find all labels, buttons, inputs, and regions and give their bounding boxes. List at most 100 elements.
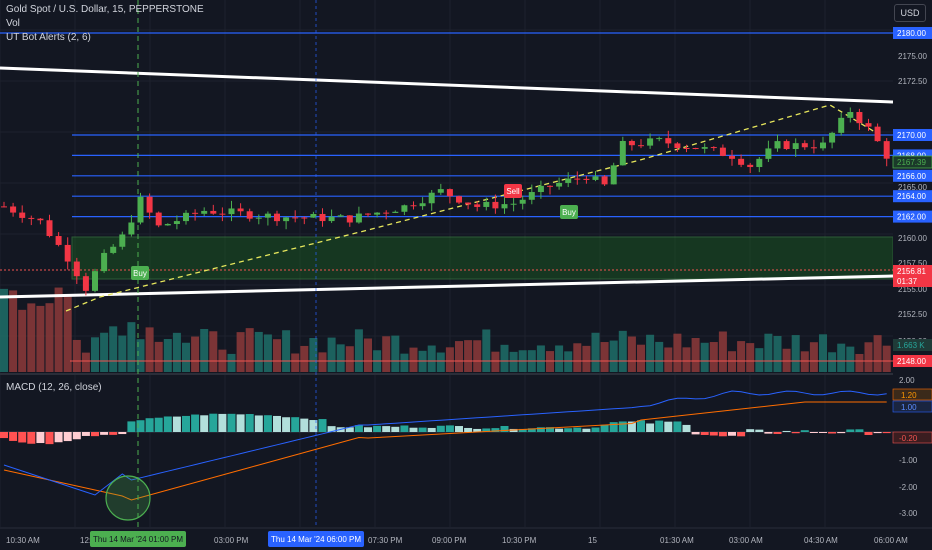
level-badge: 2170.00: [897, 131, 926, 140]
macd-histogram-bar: [873, 432, 882, 434]
macd-histogram-bar: [127, 421, 136, 432]
candle-body: [64, 244, 71, 262]
volume-bar: [819, 334, 827, 372]
candle-body: [783, 141, 790, 149]
volume-bar: [245, 328, 254, 372]
highlight-circle: [105, 475, 151, 521]
candle-body: [820, 142, 826, 149]
macd-axis-label: -1.00: [899, 456, 918, 465]
candle-body: [101, 252, 108, 272]
time-axis-label: 01:30 AM: [660, 536, 694, 545]
volume-bar: [445, 347, 454, 372]
volume-bar: [791, 335, 800, 372]
macd-histogram-bar: [373, 425, 382, 432]
volume-bar: [546, 351, 554, 372]
time-axis-label: 07:30 PM: [368, 536, 403, 545]
candle-body: [219, 213, 226, 215]
currency-button[interactable]: USD: [894, 4, 926, 22]
macd-histogram-bar: [791, 432, 800, 434]
macd-histogram-bar: [536, 427, 545, 432]
level-badge-bg: [893, 190, 932, 203]
macd-histogram-bar: [400, 425, 409, 432]
volume-value-label: 1.663 K: [897, 341, 925, 350]
volume-bar: [609, 340, 618, 372]
macd-signal-badge-bg: [892, 388, 932, 401]
price-levels: [0, 32, 893, 218]
candle-body: [28, 217, 35, 219]
candle-body: [847, 112, 854, 118]
volume-bar: [664, 347, 673, 372]
volume-bar: [882, 345, 891, 372]
macd-histogram-bar: [700, 432, 709, 435]
macd-histogram-bar: [564, 428, 573, 432]
time-axis: 10:30 AM 12:0 03:00 PM 07:30 PM 09:00 PM 10:3…: [0, 527, 932, 550]
macd-histogram-bar: [200, 415, 209, 432]
volume-bar: [27, 303, 36, 372]
candle-body: [164, 223, 171, 226]
crosshair-time-blue: Thu 14 Mar '24 06:00 PM: [271, 535, 361, 544]
volume-bar: [236, 332, 245, 372]
volume-legend[interactable]: Vol: [6, 18, 20, 29]
candle-body: [537, 185, 544, 193]
candle-body: [674, 143, 681, 148]
volume-bar: [427, 345, 436, 372]
candle-body: [446, 189, 453, 197]
candle-body: [410, 205, 417, 207]
volume-bar: [400, 353, 409, 372]
macd-histogram-bar: [600, 424, 609, 432]
macd-axis-label: -3.00: [899, 509, 918, 518]
candle-body: [274, 213, 280, 222]
volume-bar: [63, 296, 72, 372]
macd-histogram-bar: [691, 432, 700, 435]
candle-body: [255, 217, 262, 219]
macd-histogram-bar: [63, 432, 72, 442]
volume-bar: [455, 341, 463, 372]
macd-histogram-bar: [500, 426, 509, 432]
volume-bar: [500, 344, 509, 372]
volume-bar: [582, 345, 591, 372]
macd-histogram-bar: [364, 427, 372, 432]
candle-body: [601, 176, 608, 185]
candle-body: [292, 217, 299, 219]
macd-histogram-bar: [800, 430, 809, 432]
volume-bar: [136, 339, 145, 372]
macd-pane: [0, 390, 893, 521]
candle-body: [401, 205, 408, 212]
macd-histogram-bar: [746, 429, 755, 432]
macd-legend[interactable]: MACD (12, 26, close): [6, 382, 102, 393]
macd-histogram-bar: [427, 427, 436, 432]
candle-body: [383, 212, 390, 214]
candle-body: [146, 196, 153, 213]
volume-bar: [300, 345, 309, 372]
volume-bar: [409, 347, 418, 372]
macd-histogram-bar: [354, 425, 363, 432]
macd-histogram-bar: [837, 432, 846, 434]
volume-bar: [345, 346, 354, 372]
macd-histogram-bar: [773, 432, 782, 434]
candle-body: [173, 221, 180, 224]
candle-body: [801, 143, 808, 148]
candle-body: [765, 148, 772, 159]
volume-bar: [627, 336, 636, 372]
crosshair-time-blue-bg: [268, 531, 364, 547]
candle-body: [656, 138, 663, 140]
volume-bar: [145, 327, 154, 372]
candle-body: [10, 206, 17, 213]
level-badge: 2164.00: [897, 192, 926, 201]
macd-histogram-bar: [682, 424, 691, 432]
candle-body: [301, 217, 308, 219]
ut-bot-legend[interactable]: UT Bot Alerts (2, 6): [6, 32, 91, 43]
candle-body: [883, 141, 890, 159]
macd-histogram-bar: [737, 432, 746, 437]
macd-histogram-bar: [445, 425, 454, 432]
time-axis-label: 04:30 AM: [804, 536, 838, 545]
candle-body: [228, 208, 235, 215]
time-axis-label: 09:00 PM: [432, 536, 467, 545]
macd-histogram-bar: [846, 429, 855, 432]
volume-bar: [809, 342, 818, 372]
volume-bar: [682, 347, 691, 372]
symbol-title[interactable]: Gold Spot / U.S. Dollar, 15, PEPPERSTONE: [6, 4, 204, 15]
macd-histogram-bar: [718, 432, 727, 437]
macd-histogram-bar: [391, 426, 400, 432]
